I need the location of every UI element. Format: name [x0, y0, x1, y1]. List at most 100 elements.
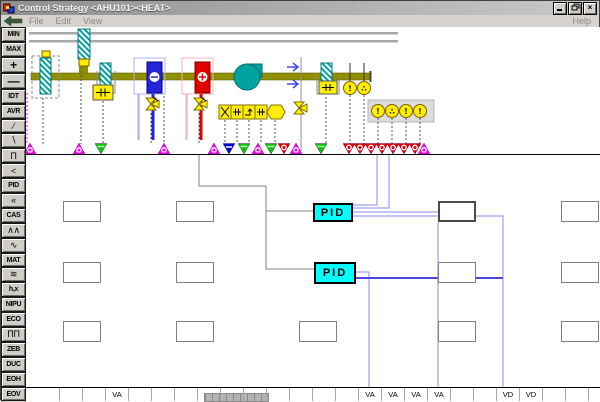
top-damper-actuator[interactable] [78, 58, 90, 67]
hexagon-block[interactable] [266, 104, 286, 120]
strategy-canvas[interactable]: ! ∴! ∴!! PID PID VA VA VA VA VA VD VD [26, 27, 600, 402]
toolbar-button-zeb[interactable]: ZEB [1, 341, 26, 357]
connection-point-up-magenta[interactable] [72, 142, 86, 155]
back-arrow-icon[interactable] [3, 16, 23, 26]
intake-damper[interactable] [39, 57, 52, 95]
connection-point-down-red[interactable] [277, 143, 291, 155]
terminal-cell[interactable] [589, 388, 600, 401]
io-cell[interactable] [561, 321, 599, 342]
toolbar-button-pid[interactable]: PID [1, 178, 26, 194]
supply-fan[interactable] [233, 63, 263, 91]
menu-edit[interactable]: Edit [55, 16, 72, 26]
terminal-cell[interactable] [290, 388, 313, 401]
io-cell[interactable] [561, 262, 599, 283]
toolbar-button-nipu[interactable]: NIPU [1, 297, 26, 313]
menu-view[interactable]: View [83, 16, 103, 26]
sensor-icon[interactable]: ∴ [357, 81, 371, 95]
terminal-cell[interactable] [451, 388, 474, 401]
terminal-cell-va[interactable]: VA [106, 388, 129, 401]
toolbar-button-eco[interactable]: ECO [1, 312, 26, 328]
toolbar-button-step-icon[interactable]: Π [1, 148, 26, 164]
toolbar-button-eov[interactable]: EOV [1, 386, 26, 401]
wire-gray-to-pid1[interactable] [198, 155, 313, 212]
toolbar-button-duc[interactable]: DUC [1, 356, 26, 372]
wire-gray-to-pid2[interactable] [265, 211, 314, 270]
connection-point-down-green[interactable] [94, 143, 108, 155]
terminal-cell[interactable] [221, 388, 244, 401]
connection-point-down-red[interactable] [375, 143, 389, 155]
terminal-cell-va[interactable]: VA [382, 388, 405, 401]
connection-point-down-green[interactable] [237, 143, 251, 155]
terminal-cell[interactable] [60, 388, 83, 401]
terminal-cell[interactable] [175, 388, 198, 401]
connection-point-up-magenta[interactable] [251, 142, 265, 155]
connection-point-down-green[interactable] [264, 143, 278, 155]
toolbar-button-ramp-up-icon[interactable]: ∕ [1, 118, 26, 134]
io-cell[interactable] [438, 262, 476, 283]
toolbar-button-hx[interactable]: h,x [1, 282, 26, 298]
toolbar-button-spray-icon[interactable]: ≋ [1, 267, 26, 283]
heating-valve[interactable] [192, 96, 208, 111]
terminal-cell-va[interactable]: VA [359, 388, 382, 401]
terminal-cell[interactable] [336, 388, 359, 401]
io-cell[interactable] [63, 201, 101, 222]
toolbar-button-triangle-wave-icon[interactable]: ∧∧ [1, 222, 26, 238]
close-button[interactable]: × [583, 1, 597, 15]
mixing-damper-actuator[interactable] [92, 84, 114, 101]
toolbar-button-avr[interactable]: AVR [1, 103, 26, 119]
duct-damper-actuator[interactable] [318, 80, 338, 95]
toolbar-button-ramp-down-icon[interactable]: ∖ [1, 133, 26, 149]
wire-pid2-out-a[interactable] [356, 271, 370, 388]
io-cell[interactable] [176, 262, 214, 283]
toolbar-button-curve-icon[interactable]: ∿ [1, 237, 26, 253]
io-cell[interactable] [176, 201, 214, 222]
sensor-icon[interactable]: ! [399, 104, 413, 118]
connection-point-down-blue[interactable] [222, 143, 236, 155]
connection-point-down-green[interactable] [314, 143, 328, 155]
io-cell[interactable] [299, 321, 337, 342]
terminal-cell-vd[interactable]: VD [497, 388, 520, 401]
terminal-cell-va[interactable]: VA [405, 388, 428, 401]
terminal-cell[interactable] [244, 388, 267, 401]
terminal-cell[interactable] [83, 388, 106, 401]
toolbar-button-cas[interactable]: CAS [1, 207, 26, 223]
sensor-icon[interactable]: ! [371, 104, 385, 118]
toolbar-button-idt[interactable]: IDT [1, 88, 26, 104]
toolbar-button-double-less-icon[interactable]: « [1, 193, 26, 208]
connection-point-down-red[interactable] [397, 143, 411, 155]
io-cell[interactable] [561, 201, 599, 222]
terminal-cell[interactable] [543, 388, 566, 401]
logic-squares[interactable] [218, 104, 268, 120]
terminal-cell[interactable] [152, 388, 175, 401]
terminal-cell[interactable] [267, 388, 290, 401]
terminal-cell[interactable] [198, 388, 221, 401]
terminal-cell[interactable] [313, 388, 336, 401]
sensor-icon[interactable]: ∴ [385, 104, 399, 118]
toolbar-button-less-than-icon[interactable]: < [1, 163, 26, 179]
io-cell[interactable] [176, 321, 214, 342]
exhaust-duct-top[interactable] [29, 32, 398, 43]
io-cell[interactable] [438, 321, 476, 342]
toolbar-button-minus[interactable]: — [1, 72, 26, 89]
wire-pid1-out-b[interactable] [353, 155, 390, 209]
toolbar-button-min[interactable]: MIN [1, 27, 26, 42]
top-damper[interactable] [77, 28, 91, 60]
minimize-button[interactable] [553, 1, 567, 15]
connection-point-up-magenta[interactable] [207, 142, 221, 155]
pid-block-2[interactable]: PID [314, 262, 356, 284]
toolbar-button-mat[interactable]: MAT [1, 252, 26, 268]
connection-point-up-magenta[interactable] [26, 142, 37, 155]
terminal-cell-va[interactable]: VA [428, 388, 451, 401]
sensor-icon[interactable]: ! [343, 81, 357, 95]
terminal-cell[interactable] [474, 388, 497, 401]
restore-button[interactable] [568, 1, 582, 15]
toolbar-button-plus[interactable]: + [1, 56, 26, 73]
pid-block-1[interactable]: PID [313, 203, 353, 222]
terminal-cell[interactable] [566, 388, 589, 401]
supply-valve[interactable] [292, 101, 308, 115]
cooling-valve[interactable] [144, 96, 160, 111]
terminal-cell[interactable] [37, 388, 60, 401]
connection-point-up-magenta[interactable] [417, 142, 431, 155]
connection-point-down-red[interactable] [408, 143, 422, 155]
connection-point-down-red[interactable] [342, 143, 356, 155]
